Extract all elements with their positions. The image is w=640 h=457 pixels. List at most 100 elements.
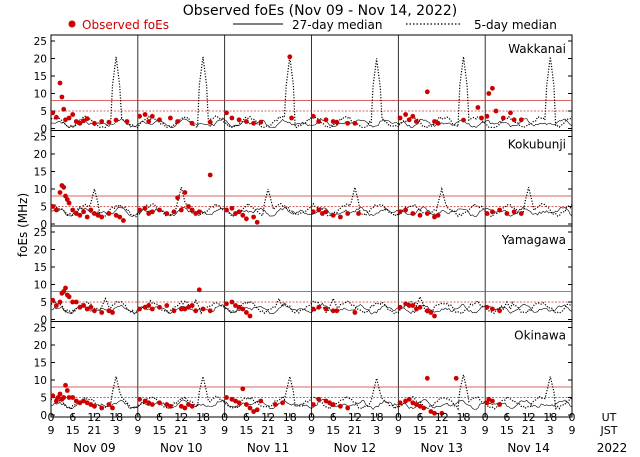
legend-observed-label: Observed foEs [82, 18, 169, 32]
observed-point [224, 301, 229, 307]
y-tick-label: 5 [40, 297, 47, 309]
y-tick-label: 15 [34, 262, 47, 274]
observed-point [410, 400, 416, 406]
observed-point [92, 308, 97, 314]
observed-point [316, 304, 322, 310]
observed-point [207, 119, 213, 125]
jst-tick-label: 3 [547, 424, 554, 437]
panel-yamagawa: 0 5 10 15 20 25 Yamagawa [34, 225, 573, 327]
jst-tick-label: 21 [261, 424, 275, 437]
observed-point [73, 211, 79, 216]
observed-point [142, 205, 148, 211]
median27-line [50, 117, 573, 128]
observed-point [330, 402, 336, 407]
observed-point [113, 212, 119, 218]
y-tick-label: 10 [34, 375, 47, 387]
median5-line [50, 56, 573, 129]
observed-point [233, 303, 238, 308]
observed-point [54, 303, 59, 308]
observed-point [428, 310, 434, 315]
observed-point [424, 89, 430, 95]
observed-point [106, 402, 112, 407]
observed-point [59, 94, 65, 100]
day-label: Nov 11 [247, 441, 290, 455]
observed-point [50, 110, 56, 116]
jst-tick-label: 9 [134, 424, 141, 437]
observed-point [490, 85, 495, 91]
observed-point [287, 54, 293, 60]
observed-point [70, 395, 76, 400]
observed-point [345, 405, 351, 411]
observed-point [320, 211, 325, 216]
ut-tick-label: 0 [221, 411, 228, 424]
y-tick-label: 5 [40, 106, 47, 118]
observed-point [493, 108, 499, 114]
legend-27day-label: 27-day median [292, 18, 382, 32]
observed-point [486, 91, 492, 96]
ut-tick-label: 18 [543, 411, 557, 424]
observed-point [99, 119, 105, 124]
ut-tick-label: 12 [348, 411, 362, 424]
observed-point [414, 119, 419, 124]
observed-point [66, 200, 72, 206]
y-tick-label: 20 [34, 340, 47, 352]
ut-tick-label: 0 [395, 411, 402, 424]
observed-point [280, 400, 285, 406]
observed-point [289, 115, 294, 121]
observed-point [182, 405, 188, 411]
jst-tick-label: 21 [348, 424, 362, 437]
observed-point [323, 306, 329, 312]
ut-tick-label: 0 [48, 411, 55, 424]
observed-point [251, 214, 256, 220]
observed-point [207, 172, 213, 178]
jst-tick-label: 3 [286, 424, 293, 437]
y-tick-label: 15 [34, 71, 47, 83]
observed-point [330, 119, 336, 124]
observed-point [149, 113, 155, 119]
observed-point [88, 402, 94, 407]
ut-tick-label: 6 [69, 411, 76, 424]
observed-point [50, 393, 56, 399]
jst-tick-label: 15 [153, 424, 167, 437]
observed-point [88, 207, 94, 213]
observed-point [178, 207, 184, 213]
observed-point [81, 398, 86, 404]
y-tick-label: 0 [40, 315, 47, 327]
observed-point [157, 207, 162, 213]
panel-kokubunji: 0 5 10 15 20 25 Kokubunji [34, 130, 573, 231]
chart-title: Observed foEs (Nov 09 - Nov 14, 2022) [183, 3, 457, 19]
observed-point [178, 403, 184, 409]
ut-tick-label: 18 [196, 411, 210, 424]
jst-tick-label: 15 [239, 424, 253, 437]
observed-point [189, 207, 195, 213]
observed-point [77, 400, 83, 406]
observed-point [338, 403, 343, 409]
observed-point [137, 396, 143, 402]
observed-point [54, 207, 59, 213]
observed-point [189, 120, 195, 126]
ut-tick-label: 18 [109, 411, 123, 424]
observed-point [137, 113, 143, 119]
y-tick-label: 15 [34, 167, 47, 179]
observed-point [406, 117, 412, 123]
observed-point [229, 299, 235, 305]
observed-point [106, 211, 112, 216]
observed-point [397, 304, 403, 310]
observed-point [334, 119, 340, 125]
ut-tick-label: 6 [243, 411, 250, 424]
median27-line [50, 206, 573, 217]
ut-tick-label: 12 [174, 411, 188, 424]
observed-point [99, 214, 105, 220]
observed-point [175, 195, 181, 201]
observed-point [95, 212, 101, 218]
jst-tick-label: 9 [308, 424, 315, 437]
observed-point [70, 207, 76, 213]
observed-point [146, 119, 152, 124]
observed-point [73, 398, 79, 404]
y-tick-label: 25 [34, 36, 47, 48]
observed-point [435, 212, 441, 218]
ut-tick-label: 18 [283, 411, 297, 424]
observed-point [421, 405, 427, 411]
